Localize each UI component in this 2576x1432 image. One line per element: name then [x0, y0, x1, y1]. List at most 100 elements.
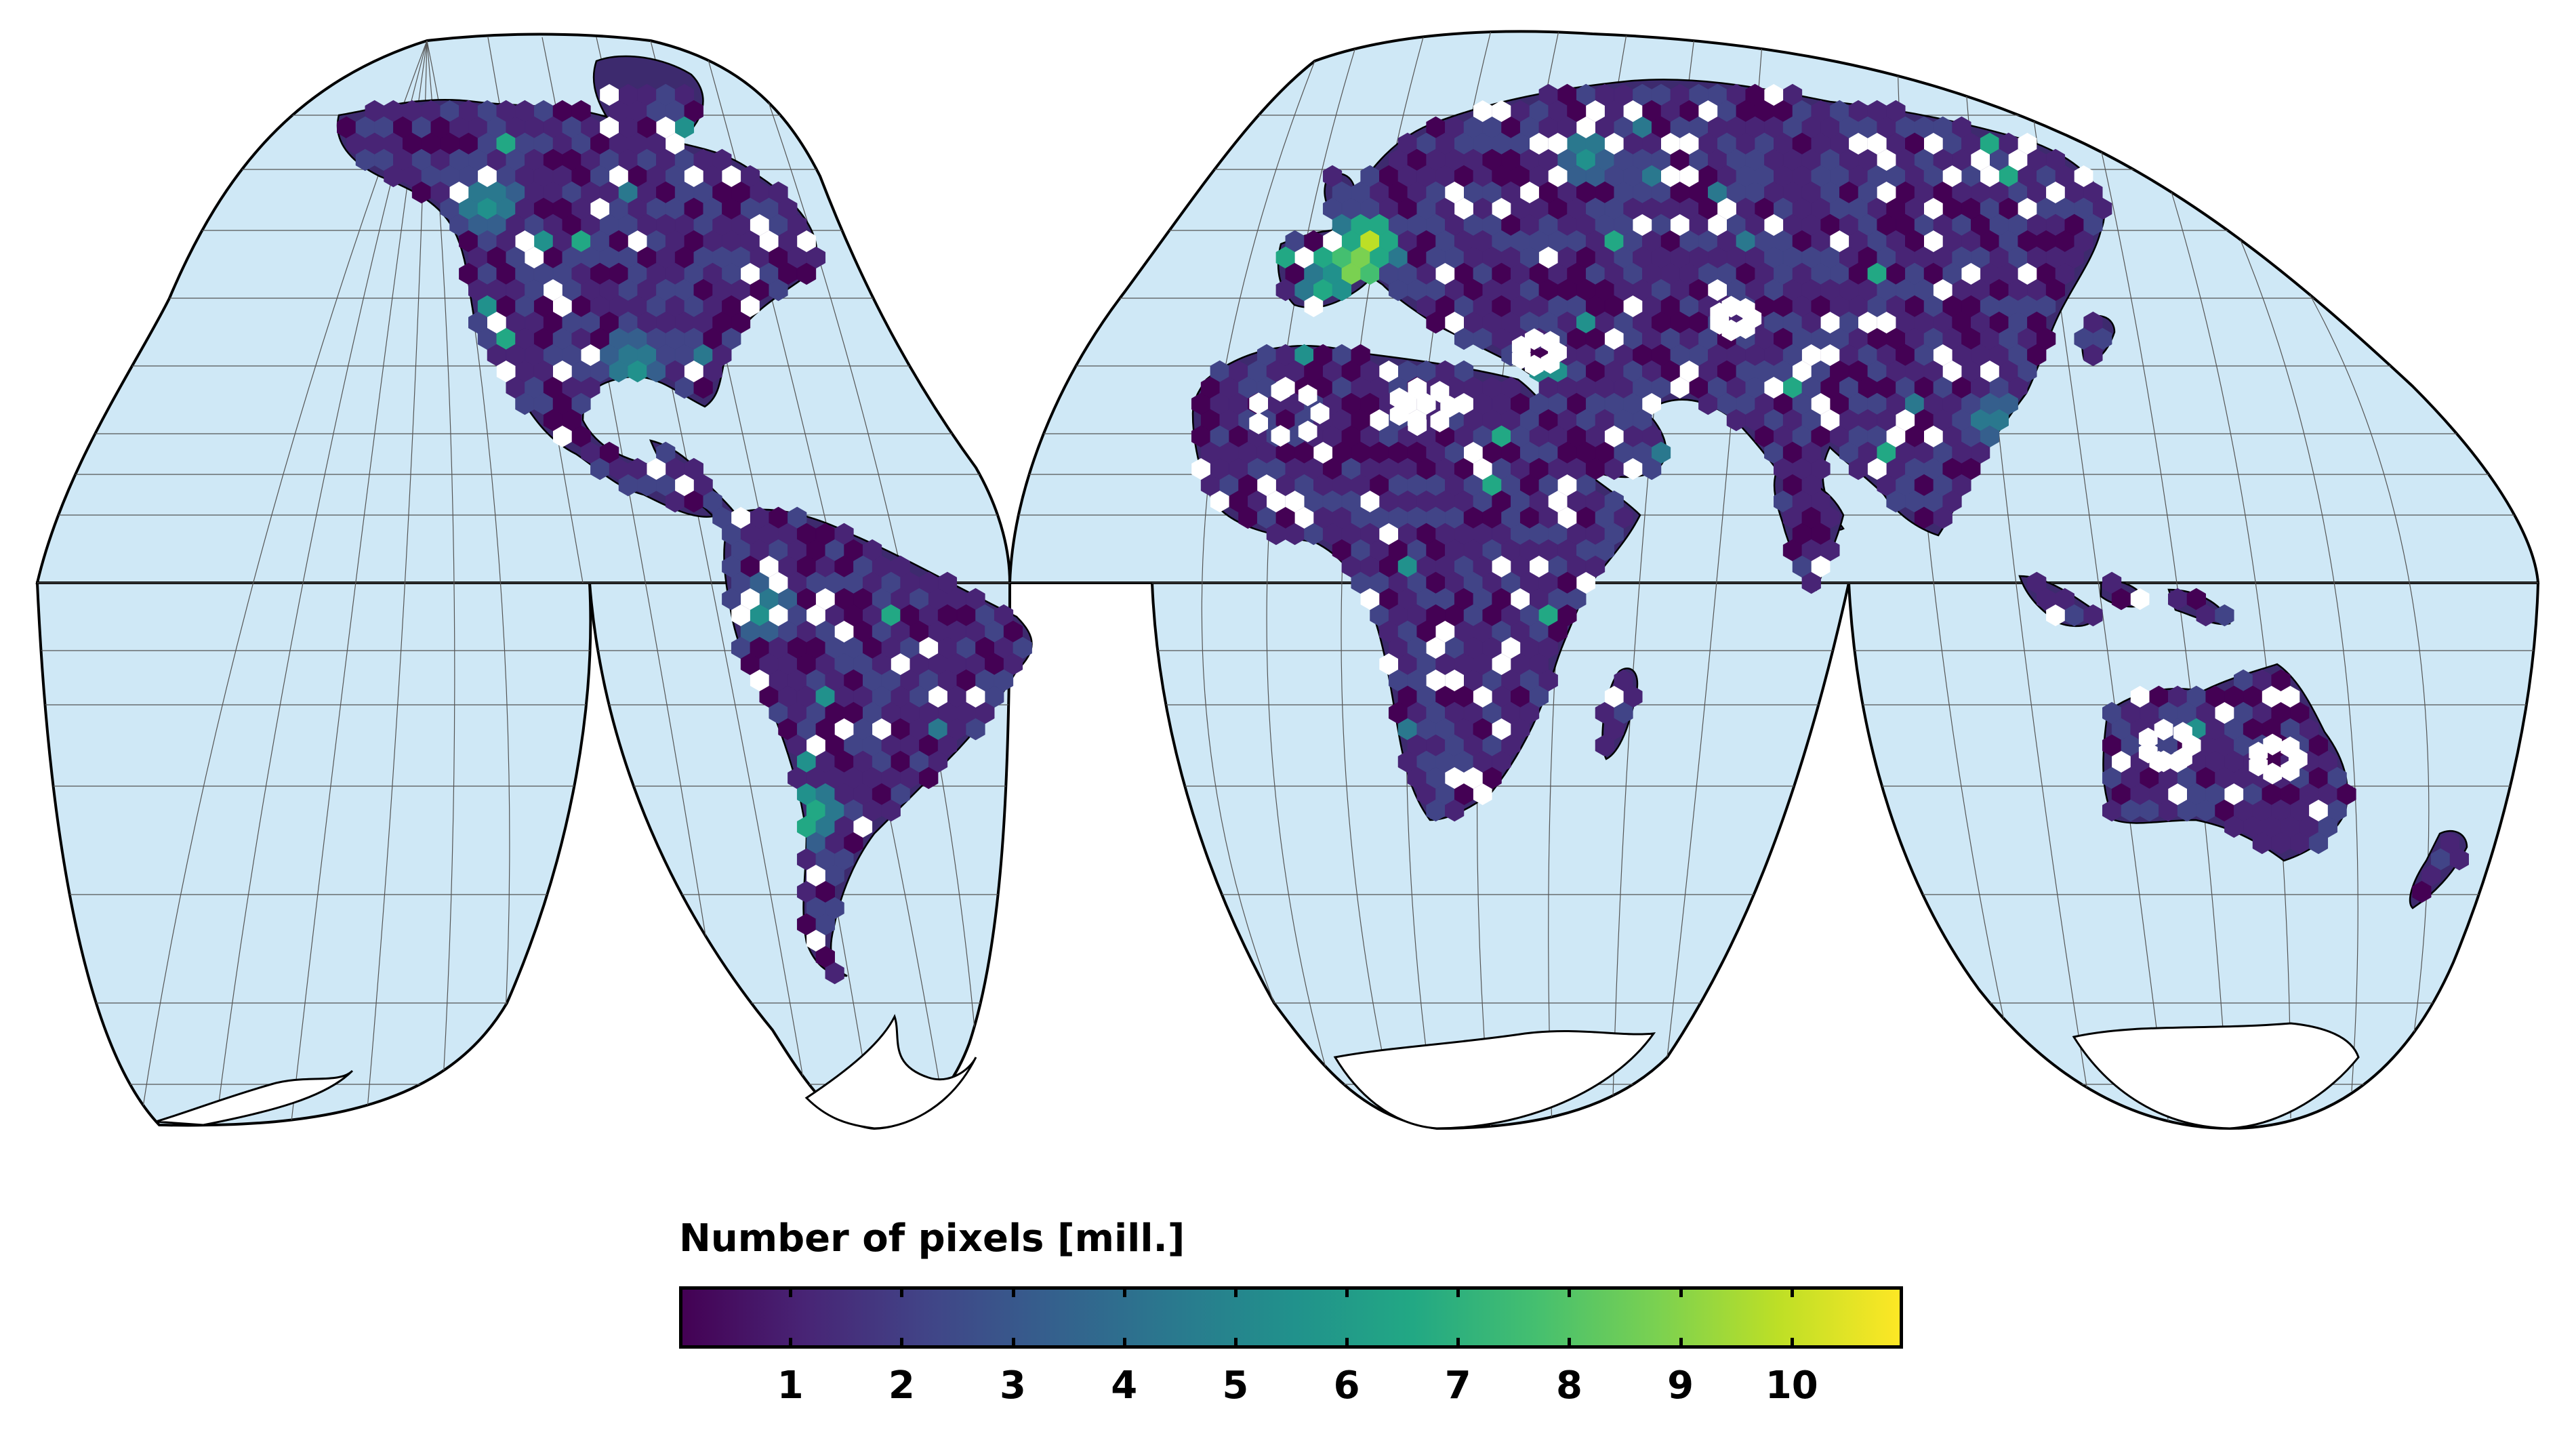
no-data-hex	[1538, 247, 1558, 268]
no-data-hex	[656, 117, 676, 138]
no-data-hex	[1679, 361, 1699, 382]
colorbar-tick-mark-bottom	[1679, 1338, 1683, 1349]
no-data-hex	[1294, 507, 1314, 529]
no-data-hex	[1586, 100, 1605, 122]
no-data-hex	[1191, 458, 1210, 480]
no-data-hex	[1408, 414, 1427, 436]
no-data-hex	[1323, 230, 1342, 252]
colorbar	[679, 1286, 1903, 1349]
no-data-hex	[1492, 198, 1511, 220]
hexbin-cell	[966, 718, 985, 741]
no-data-hex	[666, 133, 684, 155]
no-data-hex	[834, 718, 854, 740]
no-data-hex	[525, 247, 544, 268]
no-data-hex	[2168, 783, 2187, 805]
no-data-hex	[2281, 686, 2300, 708]
hexbin-cell	[919, 766, 939, 790]
hexbin-cell	[825, 962, 844, 985]
no-data-hex	[1820, 344, 1840, 366]
no-data-hex	[966, 686, 985, 708]
graticule-meridian	[216, 40, 428, 1119]
no-data-hex	[2263, 733, 2282, 756]
no-data-hex	[1285, 491, 1305, 512]
no-data-hex	[2281, 760, 2300, 782]
no-data-hex	[2138, 741, 2158, 764]
no-data-hex	[891, 653, 910, 675]
no-data-hex	[1440, 396, 1460, 417]
no-data-hex	[2173, 722, 2192, 744]
hexbin-cell	[2083, 604, 2103, 627]
no-data-hex	[1249, 412, 1268, 434]
no-data-hex	[1310, 403, 1330, 424]
no-data-hex	[1604, 133, 1624, 155]
no-data-hex	[1811, 556, 1831, 577]
no-data-hex	[1271, 425, 1290, 447]
no-data-hex	[1679, 133, 1699, 155]
no-data-hex	[750, 214, 769, 236]
no-data-hex	[1576, 572, 1595, 594]
hexbin-cell	[881, 799, 901, 822]
no-data-hex	[2018, 198, 2037, 220]
no-data-hex	[1623, 295, 1643, 317]
hexbin-cell	[2412, 880, 2432, 903]
colorbar-tick-mark-top	[1233, 1286, 1238, 1297]
antarctica-west	[155, 1069, 354, 1126]
no-data-hex	[1924, 230, 1943, 252]
no-data-hex	[1379, 653, 1398, 675]
no-data-hex	[647, 458, 666, 480]
no-data-hex	[1830, 230, 1849, 252]
no-data-hex	[1473, 458, 1492, 480]
no-data-hex	[1623, 458, 1643, 480]
antarctica-east	[1333, 1030, 1656, 1130]
no-data-hex	[1867, 133, 1887, 155]
no-data-hex	[1492, 718, 1511, 740]
no-data-hex	[2154, 718, 2173, 741]
no-data-hex	[750, 670, 769, 691]
no-data-hex	[590, 198, 610, 220]
colorbar-tick-label: 5	[1222, 1364, 1249, 1408]
no-data-hex	[1576, 117, 1595, 138]
no-data-hex	[731, 605, 750, 626]
no-data-hex	[1886, 426, 1906, 447]
no-data-hex	[1933, 344, 1953, 366]
no-data-hex	[1980, 361, 1999, 382]
no-data-hex	[2130, 588, 2150, 610]
no-data-hex	[600, 84, 619, 106]
no-data-hex	[1633, 214, 1652, 236]
no-data-hex	[1670, 214, 1690, 236]
no-data-hex	[1435, 621, 1455, 642]
no-data-hex	[1721, 295, 1741, 318]
colorbar-tick-label: 3	[1000, 1364, 1027, 1408]
no-data-hex	[1793, 361, 1812, 382]
no-data-hex	[1820, 312, 1840, 333]
no-data-hex	[1764, 377, 1784, 398]
no-data-hex	[741, 588, 760, 610]
colorbar-tick-label: 1	[777, 1364, 804, 1408]
ocean-lobe-southwest-americas	[35, 581, 592, 1127]
no-data-hex	[1511, 588, 1530, 610]
no-data-hex	[1473, 783, 1492, 805]
no-data-hex	[1540, 331, 1560, 353]
hexbin-cell	[1445, 799, 1465, 822]
no-data-hex	[675, 474, 694, 496]
no-data-hex	[759, 556, 779, 577]
colorbar-tick-label: 10	[1765, 1364, 1818, 1408]
no-data-hex	[1811, 393, 1831, 415]
colorbar-tick-mark-bottom	[900, 1338, 904, 1349]
no-data-hex	[1980, 165, 1999, 187]
no-data-hex	[553, 295, 572, 317]
no-data-hex	[1464, 767, 1483, 789]
no-data-hex	[2130, 686, 2150, 708]
no-data-hex	[1933, 279, 1953, 301]
no-data-hex	[1557, 474, 1577, 496]
colorbar-tick-mark-bottom	[1011, 1338, 1015, 1349]
no-data-hex	[684, 361, 703, 382]
no-data-hex	[806, 930, 825, 952]
no-data-hex	[797, 230, 816, 252]
colorbar-tick-mark-bottom	[789, 1338, 793, 1349]
colorbar-tick-label: 4	[1111, 1364, 1138, 1408]
no-data-hex	[834, 621, 854, 642]
no-data-hex	[2154, 750, 2173, 773]
no-data-hex	[1210, 491, 1229, 512]
no-data-hex	[2281, 736, 2300, 758]
